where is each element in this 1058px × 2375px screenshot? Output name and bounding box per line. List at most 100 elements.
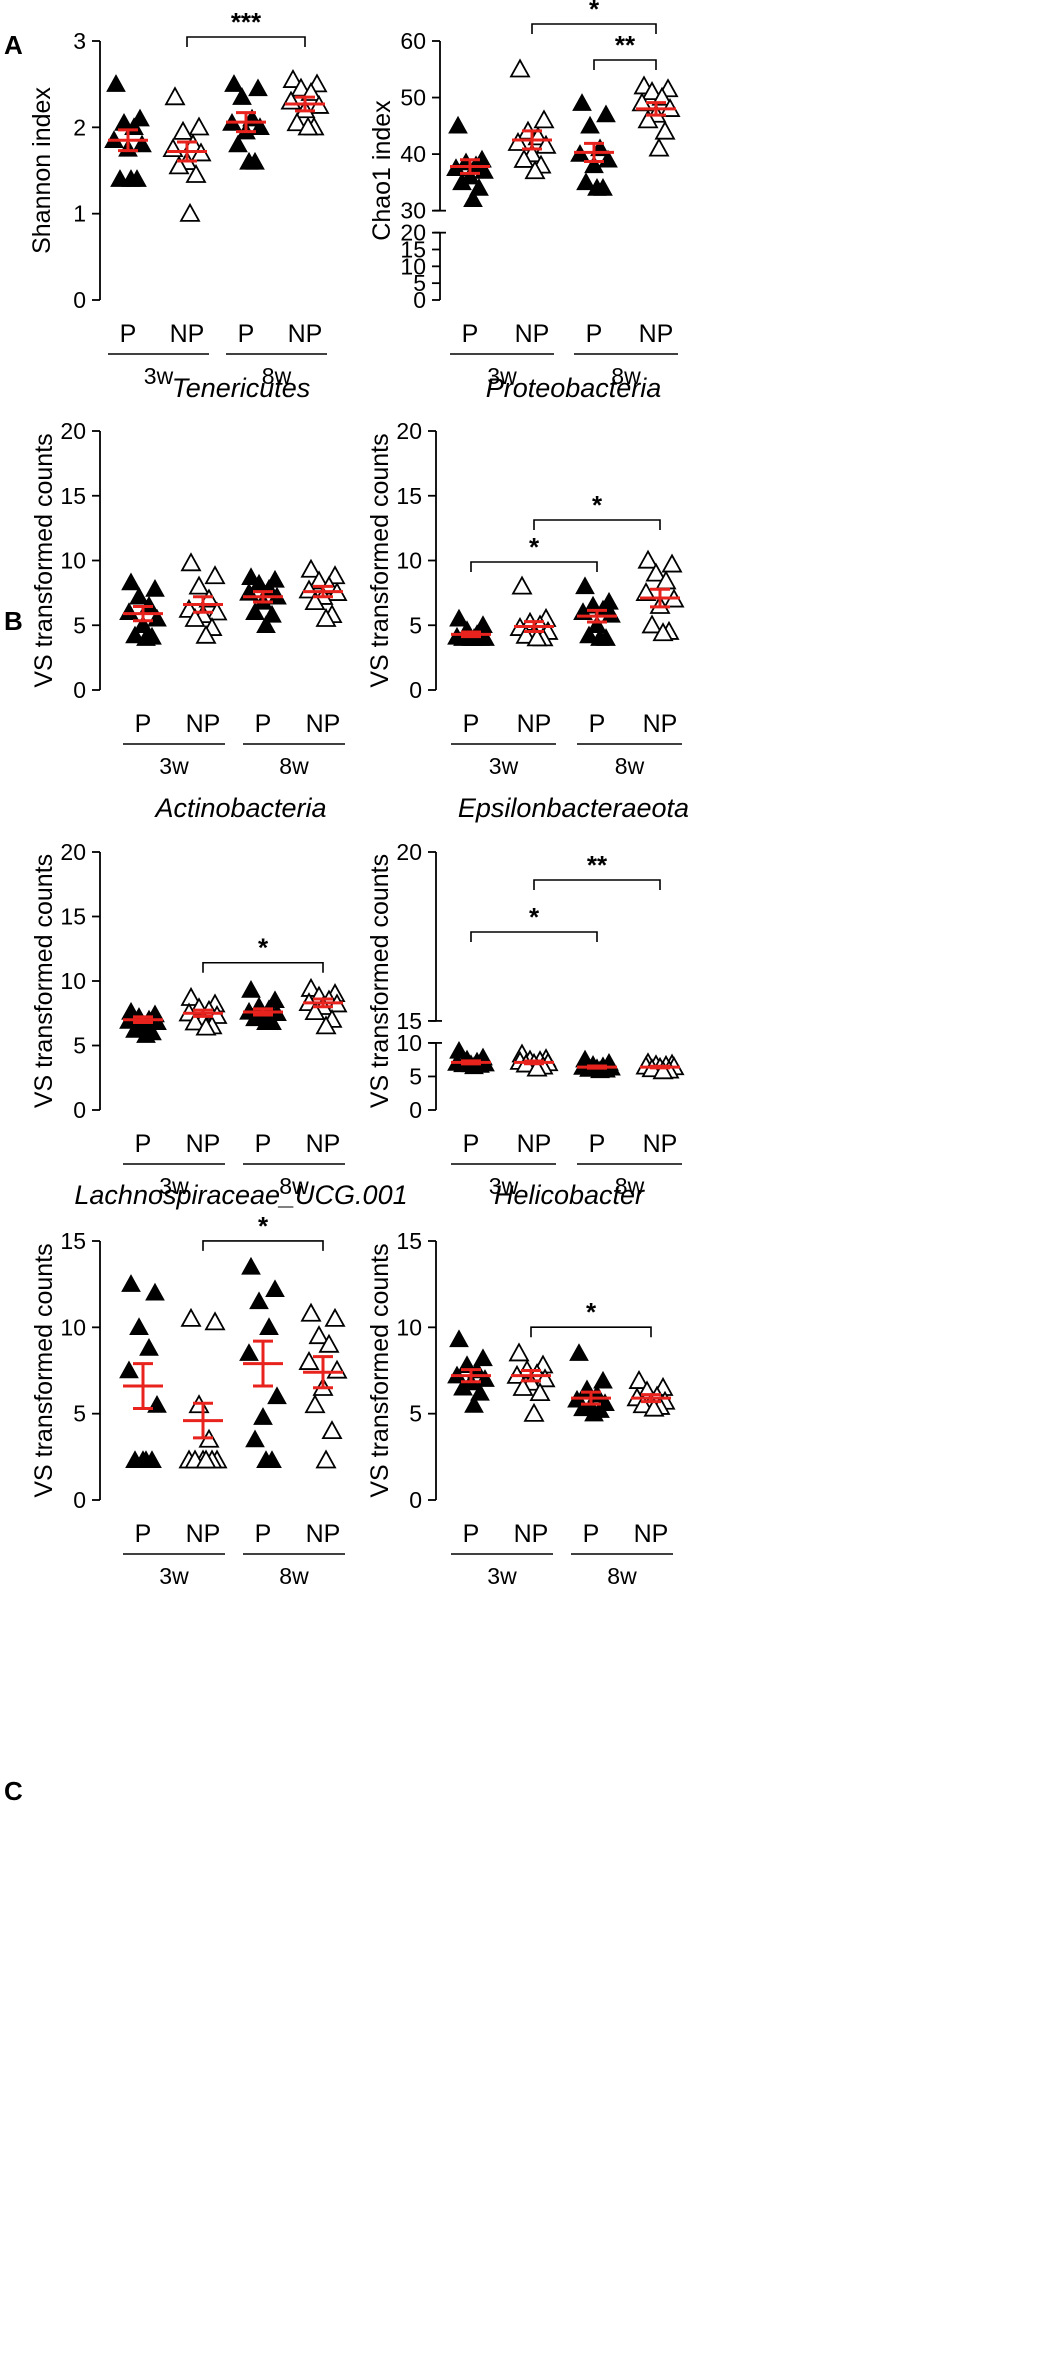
- y-tick-label: 20: [400, 220, 426, 246]
- data-point: [139, 1338, 159, 1356]
- series-p-3w: [447, 608, 495, 646]
- series-p-8w: [567, 1343, 615, 1422]
- data-point: [637, 109, 659, 129]
- data-point: [129, 1317, 149, 1336]
- data-point: [635, 582, 657, 601]
- y-tick-label: 5: [73, 612, 86, 638]
- significance-label: *: [592, 490, 603, 520]
- y-tick-label: 20: [60, 418, 86, 444]
- data-point: [304, 591, 326, 611]
- data-point: [184, 1011, 206, 1031]
- category-label: P: [583, 1520, 600, 1548]
- data-point: [125, 625, 145, 644]
- category-label: NP: [170, 320, 205, 348]
- data-point: [587, 178, 607, 196]
- mean-sem-marker: [226, 111, 266, 134]
- data-point: [267, 1386, 287, 1405]
- series-np-8w: [298, 558, 348, 627]
- data-point: [575, 576, 595, 595]
- y-tick-label: 10: [396, 1030, 422, 1056]
- y-axis-label: VS transformed counts: [366, 1243, 394, 1497]
- data-point: [195, 1449, 217, 1469]
- significance-bracket: [202, 1240, 324, 1251]
- data-point: [596, 104, 616, 123]
- data-point: [133, 615, 153, 633]
- mean-sem-marker: [303, 1355, 343, 1390]
- data-point: [204, 565, 226, 585]
- series-p-8w: [239, 980, 287, 1030]
- data-point: [125, 1019, 145, 1038]
- data-point: [523, 1402, 545, 1422]
- data-point: [513, 148, 535, 168]
- data-point: [529, 1382, 551, 1402]
- data-point: [195, 624, 217, 644]
- series-p-3w: [447, 1040, 495, 1075]
- group-label: 8w: [615, 753, 645, 779]
- series-np-3w: [178, 1307, 228, 1469]
- data-point: [637, 549, 659, 569]
- y-tick-label: 15: [396, 483, 422, 509]
- data-point: [464, 1395, 484, 1413]
- data-point: [282, 68, 304, 88]
- data-point: [590, 628, 610, 646]
- data-point: [241, 980, 261, 998]
- category-label: P: [463, 710, 480, 738]
- data-point: [164, 86, 186, 106]
- panel-label-b: B: [4, 606, 23, 636]
- y-tick-label: 5: [409, 1063, 422, 1089]
- y-tick-label: 10: [60, 548, 86, 574]
- data-point: [648, 137, 670, 157]
- data-point: [533, 109, 555, 129]
- y-tick-label: 5: [73, 1401, 86, 1427]
- data-point: [245, 1008, 265, 1027]
- data-point: [641, 81, 663, 100]
- data-point: [661, 553, 683, 573]
- data-point: [188, 116, 210, 136]
- category-label: NP: [639, 320, 674, 348]
- data-point: [121, 169, 141, 187]
- mean-sem-marker: [183, 1008, 223, 1018]
- y-tick-label: 20: [60, 839, 86, 865]
- category-label: P: [463, 1520, 480, 1548]
- data-point: [654, 120, 676, 140]
- data-point: [304, 1394, 326, 1414]
- data-point: [601, 604, 621, 623]
- significance-label: *: [258, 1211, 269, 1241]
- data-point: [587, 615, 607, 633]
- data-point: [449, 1329, 469, 1348]
- data-point: [308, 570, 330, 590]
- y-tick-label: 30: [400, 198, 426, 224]
- group-label: 3w: [159, 753, 189, 779]
- group-label: 3w: [159, 1563, 189, 1589]
- mean-sem-marker: [183, 595, 223, 614]
- y-axis-label: VS transformed counts: [30, 433, 58, 687]
- category-label: NP: [306, 1520, 341, 1548]
- data-point: [526, 1057, 548, 1077]
- category-label: NP: [306, 710, 341, 738]
- group-label: 3w: [489, 753, 519, 779]
- y-tick-label: 15: [60, 904, 86, 930]
- series-p-8w: [239, 1256, 287, 1468]
- panel-label-a: A: [4, 30, 23, 60]
- data-point: [119, 1360, 139, 1379]
- mean-sem-marker: [303, 997, 343, 1009]
- category-label: NP: [306, 1130, 341, 1158]
- data-point: [324, 1307, 346, 1327]
- data-point: [453, 1377, 473, 1396]
- data-point: [106, 74, 126, 92]
- significance-bracket: [533, 879, 661, 890]
- significance-label: *: [529, 902, 540, 932]
- significance-bracket: [533, 519, 661, 530]
- mean-sem-marker: [577, 1064, 617, 1070]
- category-label: NP: [515, 320, 550, 348]
- data-point: [576, 172, 596, 191]
- category-label: P: [135, 1520, 152, 1548]
- data-point: [580, 115, 600, 134]
- data-point: [573, 1398, 593, 1417]
- data-point: [512, 1376, 534, 1396]
- y-tick-label: 0: [409, 677, 422, 703]
- category-label: P: [589, 710, 606, 738]
- category-label: P: [255, 1130, 272, 1158]
